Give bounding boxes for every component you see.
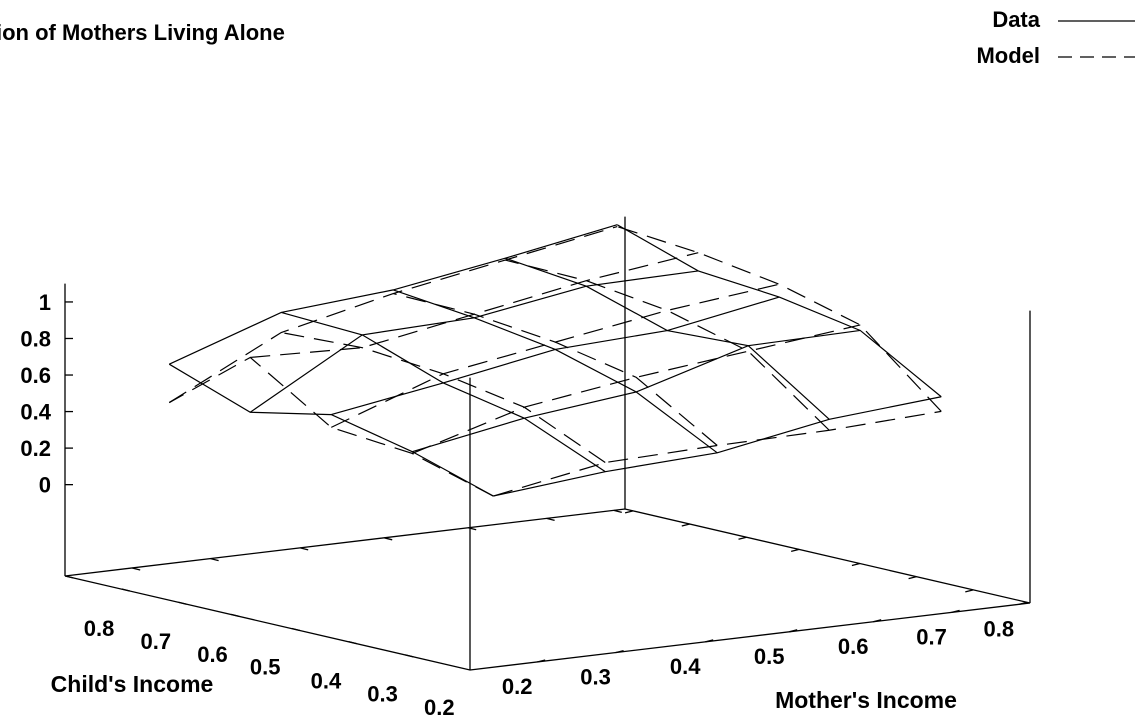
tick-labels: 0 0.2 0.4 0.6 0.8 1 0.2 0.3 0.4 0.5 0.6 0.7 0.8 0.8 0.… [20,290,1014,715]
y-tick-4 [291,627,301,632]
model-col-0 [168,356,494,497]
data-col-4 [616,224,942,398]
z-tick-label-2: 0.4 [20,400,51,425]
y-tick-1 [121,588,130,592]
y-tick-label-4: 0.4 [311,669,342,694]
y-tick-back-6 [965,589,974,593]
y-tick-5 [348,641,357,645]
y-tick-label-2: 0.6 [197,642,228,667]
x-tick-back-1 [210,557,219,562]
x-tick-back-3 [384,537,393,541]
x-tick-back-6 [613,509,622,513]
surface-model [168,225,942,497]
y-tick-6 [405,654,414,658]
y-tick-3 [230,613,240,618]
model-col-1 [281,331,606,464]
data-row-3 [249,270,699,413]
model-row-4 [168,225,618,404]
model-col-4 [617,225,942,412]
y-tick-label-1: 0.7 [141,629,172,654]
y-tick-label-5: 0.3 [367,682,398,707]
x-tick-0 [537,659,546,663]
x-tick-6 [1018,601,1027,605]
chart-title: ion of Mothers Living Alone [0,20,285,45]
y-tick-back-2 [738,536,747,540]
surfaces [168,224,942,497]
data-row-4 [168,224,618,365]
data-row-0 [493,396,942,497]
y-axis-label: Child's Income [51,671,214,697]
model-col-2 [393,292,718,446]
x-tick-label-2: 0.4 [670,654,701,679]
x-tick-3 [789,629,798,633]
model-col-3 [505,259,830,431]
data-col-2 [393,289,718,454]
x-tick-label-5: 0.7 [916,624,947,649]
y-tick-2 [178,601,187,605]
x-tick-label-1: 0.3 [580,665,611,690]
x-tick-back-2 [300,547,309,551]
model-row-1 [412,324,861,455]
x-tick-back-5 [546,517,555,522]
z-tick-label-4: 0.8 [20,326,51,351]
data-row-1 [412,329,861,453]
x-tick-label-4: 0.6 [838,634,869,659]
y-tick-back-1 [681,523,690,527]
y-tick-0 [64,575,74,579]
axis-frame [64,216,1031,671]
x-tick-label-6: 0.8 [984,616,1015,641]
x-tick-4 [873,619,882,623]
y-tick-back-4 [851,562,861,567]
data-col-3 [505,257,830,420]
legend: Data Model [976,7,1135,68]
legend-label-model: Model [976,43,1040,68]
z-tick-label-5: 1 [39,290,51,315]
x-tick-back-4 [468,527,477,531]
data-col-0 [168,363,494,497]
z-tick-label-3: 0.6 [20,363,51,388]
x-tick-5 [951,609,960,614]
model-row-0 [493,410,942,497]
y-tick-label-3: 0.5 [250,654,281,679]
y-tick-label-0: 0.8 [84,616,115,641]
x-tick-1 [615,649,624,654]
axis-ticks [64,301,1027,663]
x-tick-2 [705,639,714,643]
y-tick-label-6: 0.2 [424,695,455,715]
legend-label-data: Data [992,7,1040,32]
z-tick-label-0: 0 [39,473,51,498]
z-tick-label-1: 0.2 [20,436,51,461]
data-col-1 [281,311,606,473]
x-axis-label: Mother's Income [775,687,957,713]
y-tick-back-5 [908,576,917,580]
y-tick-back-3 [790,548,800,553]
y-tick-back-0 [624,510,634,514]
surface-data [168,224,942,497]
x-tick-label-3: 0.5 [754,644,785,669]
x-tick-back-0 [132,567,141,571]
x-tick-label-0: 0.2 [502,674,533,699]
